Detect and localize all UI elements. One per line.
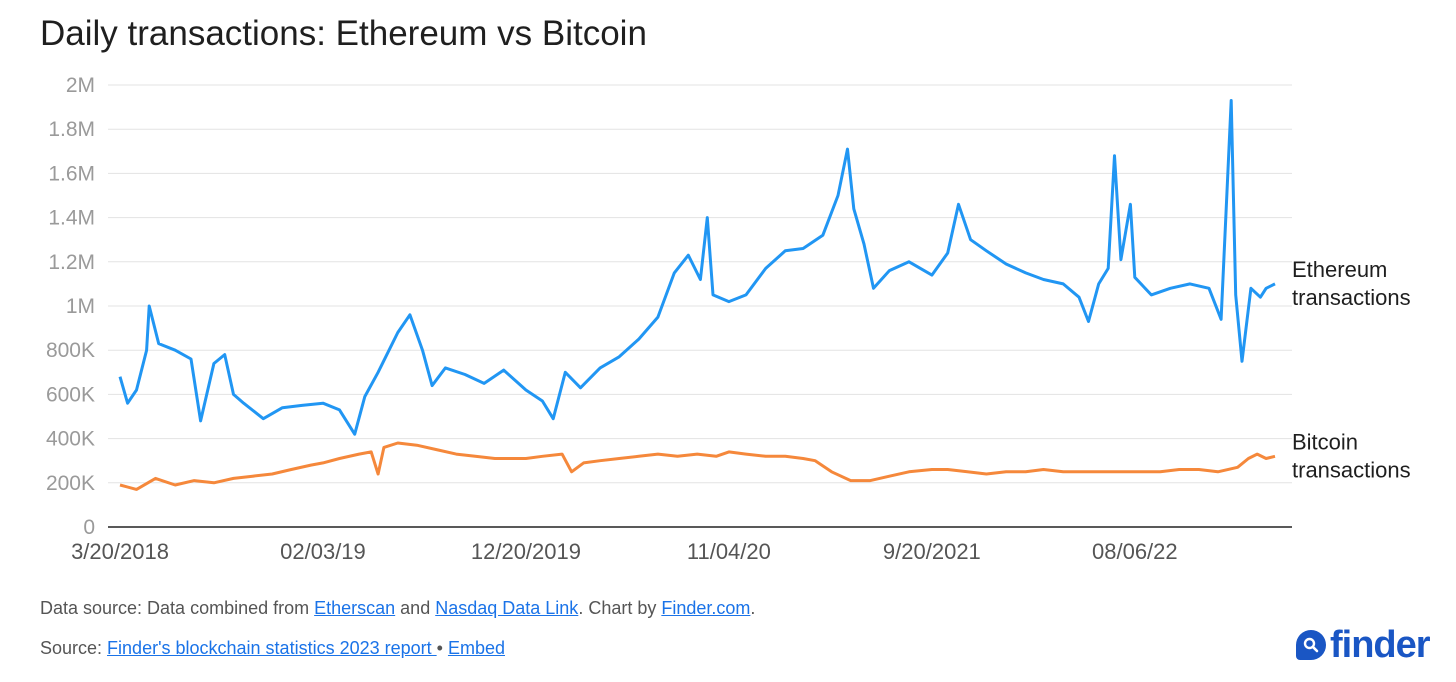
nasdaq-link[interactable]: Nasdaq Data Link [435, 598, 579, 618]
period-text: . [750, 598, 756, 618]
y-axis-tick-labels: 0 200K 400K 600K 800K 1M 1.2M 1.4M 1.6M 1.8M 2M [46, 74, 95, 539]
source-label: Source: [40, 638, 108, 658]
x-axis-tick-labels: 3/20/2018 02/03/19 12/20/2019 11/04/20 9/20/… [71, 539, 1178, 564]
logo-wordmark: finder [1330, 624, 1431, 666]
bitcoin-transactions-label: transactions [1292, 457, 1411, 482]
y-tick-label: 2M [66, 74, 95, 97]
ethereum-transactions-label: Ethereum [1292, 257, 1387, 282]
finder-logo[interactable]: finder [1296, 624, 1431, 666]
y-tick-label: 800K [46, 339, 95, 362]
y-tick-label: 1.2M [48, 251, 95, 274]
finder-com-link[interactable]: Finder.com [661, 598, 751, 618]
ethereum-transactions-label: transactions [1292, 285, 1411, 310]
series-lines [118, 99, 1276, 491]
x-tick-label: 08/06/22 [1092, 539, 1178, 564]
source-note: Source: Finder's blockchain statistics 2… [40, 638, 505, 659]
series-end-labels: Ethereum transactions Bitcoin transactions [1292, 257, 1411, 482]
bullet-separator: • [436, 638, 448, 658]
gridlines [108, 84, 1292, 484]
and-text: and [395, 598, 436, 618]
search-magnifier-icon [1296, 630, 1326, 660]
embed-link[interactable]: Embed [447, 638, 505, 658]
y-tick-label: 1M [66, 295, 95, 318]
x-tick-label: 02/03/19 [280, 539, 366, 564]
x-tick-label: 9/20/2021 [883, 539, 981, 564]
x-tick-label: 3/20/2018 [71, 539, 169, 564]
data-source-prefix: Data source: Data combined from [40, 598, 315, 618]
y-tick-label: 200K [46, 472, 95, 495]
y-tick-label: 0 [83, 516, 95, 539]
report-link[interactable]: Finder's blockchain statistics 2023 repo… [107, 638, 437, 658]
bitcoin-transactions-line [119, 441, 1276, 491]
ethereum-transactions-line [118, 99, 1276, 436]
x-tick-label: 11/04/20 [687, 539, 771, 564]
x-tick-label: 12/20/2019 [471, 539, 581, 564]
chart-title: Daily transactions: Ethereum vs Bitcoin [40, 14, 647, 53]
data-source-note: Data source: Data combined from Ethersca… [40, 598, 755, 619]
y-tick-label: 1.8M [48, 118, 95, 141]
line-chart: 0 200K 400K 600K 800K 1M 1.2M 1.4M 1.6M 1.8M 2M 3/… [46, 74, 1411, 564]
y-tick-label: 600K [46, 383, 95, 406]
etherscan-link[interactable]: Etherscan [314, 598, 396, 618]
chart-by-text: . Chart by [578, 598, 662, 618]
y-tick-label: 1.6M [48, 162, 95, 185]
y-tick-label: 1.4M [48, 207, 95, 230]
bitcoin-transactions-label: Bitcoin [1292, 429, 1358, 454]
y-tick-label: 400K [46, 428, 95, 451]
